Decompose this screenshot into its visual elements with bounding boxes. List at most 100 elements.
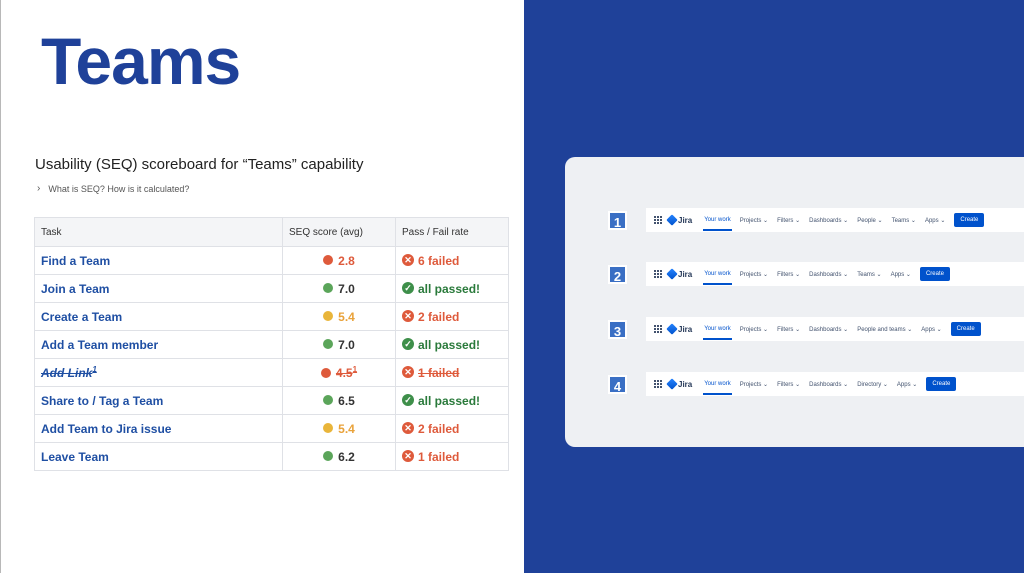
sad-face-icon	[320, 367, 331, 378]
nav-label: Projects	[739, 271, 762, 278]
nav-directory[interactable]: Directory ⌄	[857, 381, 888, 388]
create-button[interactable]: Create	[919, 267, 950, 281]
chevron-right-icon: ›	[37, 183, 41, 194]
nav-apps[interactable]: Apps ⌄	[896, 381, 918, 388]
nav-your-work[interactable]: Your work	[703, 217, 733, 231]
create-button[interactable]: Create	[950, 322, 981, 336]
pass-fail-text: all passed!	[418, 337, 481, 352]
seq-score: 6.2	[338, 449, 355, 464]
happy-face-icon	[323, 395, 334, 406]
pass-check-icon: ✓	[402, 338, 414, 351]
nav-label: Filters	[777, 326, 794, 333]
nav-projects[interactable]: Projects ⌄	[739, 381, 769, 388]
nav-people-and-teams[interactable]: People and teams ⌄	[857, 326, 913, 333]
variant-number: 1	[608, 210, 627, 230]
nav-teams[interactable]: Teams ⌄	[891, 217, 916, 224]
nav-dashboards[interactable]: Dashboards ⌄	[809, 326, 849, 333]
nav-teams[interactable]: Teams ⌄	[857, 271, 882, 278]
nav-label: Directory	[857, 381, 882, 388]
nav-label: Projects	[739, 381, 762, 388]
pass-fail-cell: ✕ 2 failed	[395, 302, 509, 331]
nav-filters[interactable]: Filters ⌄	[777, 217, 801, 224]
create-button[interactable]: Create	[954, 213, 985, 227]
pass-fail-cell: ✕ 1 failed	[395, 442, 509, 471]
pass-fail-text: all passed!	[418, 393, 481, 408]
nav-filters[interactable]: Filters ⌄	[777, 326, 801, 333]
app-switcher-icon[interactable]	[654, 216, 662, 224]
nav-label: Projects	[739, 326, 762, 333]
seq-score-cell: 7.0	[282, 274, 396, 303]
seq-score-cell: 5.4	[282, 414, 396, 443]
table-header-row: Task SEQ score (avg) Pass / Fail rate	[34, 217, 509, 247]
seq-score: 7.0	[338, 337, 355, 352]
jira-logo[interactable]: Jira	[666, 268, 692, 280]
nav-apps[interactable]: Apps ⌄	[890, 271, 911, 278]
jira-mark-icon	[666, 214, 678, 226]
task-cell: Leave Team	[34, 442, 283, 471]
pass-fail-cell: ✓ all passed!	[395, 274, 509, 303]
nav-projects[interactable]: Projects ⌄	[739, 217, 769, 224]
nav-people[interactable]: People ⌄	[857, 217, 883, 224]
seq-score: 4.5	[335, 366, 353, 380]
create-button[interactable]: Create	[926, 377, 957, 391]
task-cell: Find a Team	[34, 246, 283, 275]
table-row: Add a Team member 7.0 ✓ all passed!	[34, 330, 509, 359]
nav-label: Apps	[921, 326, 935, 333]
nav-label: People and teams	[857, 326, 906, 333]
pass-fail-cell: ✕ 1 failed	[395, 358, 509, 387]
nav-dashboards[interactable]: Dashboards ⌄	[809, 271, 849, 278]
jira-logo[interactable]: Jira	[666, 378, 693, 390]
nav-your-work[interactable]: Your work	[703, 271, 733, 285]
neutral-face-icon	[323, 311, 334, 322]
app-switcher-icon[interactable]	[654, 270, 662, 278]
pass-fail-cell: ✕ 2 failed	[395, 414, 509, 443]
nav-label: Dashboards	[809, 271, 842, 278]
variant-2-marker: 2	[608, 263, 627, 285]
nav-dashboards[interactable]: Dashboards ⌄	[809, 217, 849, 224]
nav-label: Teams	[891, 217, 910, 224]
nav-projects[interactable]: Projects ⌄	[739, 326, 769, 333]
scoreboard-table: Task SEQ score (avg) Pass / Fail rate Fi…	[34, 217, 509, 471]
jira-logo[interactable]: Jira	[666, 214, 692, 226]
nav-apps[interactable]: Apps ⌄	[924, 217, 946, 224]
nav-label: Apps	[890, 271, 905, 278]
nav-projects[interactable]: Projects ⌄	[739, 271, 769, 278]
pass-fail-text: 2 failed	[418, 309, 460, 324]
sad-face-icon	[323, 255, 334, 266]
nav-filters[interactable]: Filters ⌄	[777, 381, 801, 388]
happy-face-icon	[323, 339, 334, 350]
nav-your-work[interactable]: Your work	[703, 326, 733, 340]
app-switcher-icon[interactable]	[654, 380, 662, 388]
fail-x-icon: ✕	[402, 310, 414, 323]
task-cell: Add a Team member	[34, 330, 283, 359]
variant-number: 2	[608, 264, 627, 284]
jira-mark-icon	[666, 323, 678, 335]
task-name: Add Link	[41, 366, 93, 380]
jira-logo-text: Jira	[678, 324, 693, 334]
seq-score-cell: 4.51	[282, 358, 396, 387]
app-switcher-icon[interactable]	[654, 325, 662, 333]
task-cell: Add Team to Jira issue	[34, 414, 283, 443]
jira-mark-icon	[666, 378, 678, 390]
table-row: Leave Team 6.2 ✕ 1 failed	[34, 442, 509, 471]
nav-dashboards[interactable]: Dashboards ⌄	[809, 381, 849, 388]
nav-your-work[interactable]: Your work	[703, 381, 733, 395]
variant-number: 3	[608, 319, 627, 339]
seq-expander-label: What is SEQ? How is it calculated?	[48, 183, 190, 194]
seq-score-cell: 5.4	[282, 302, 396, 331]
pass-fail-text: all passed!	[418, 281, 481, 296]
variant-4-marker: 4	[608, 373, 627, 395]
jira-logo-text: Jira	[678, 379, 693, 389]
nav-label: Dashboards	[809, 326, 842, 333]
col-header-task: Task	[34, 217, 283, 247]
jira-logo[interactable]: Jira	[666, 323, 693, 335]
nav-label: Apps	[896, 381, 911, 388]
seq-expander[interactable]: › What is SEQ? How is it calculated?	[37, 183, 189, 194]
fail-x-icon: ✕	[402, 422, 414, 435]
seq-score-cell: 6.2	[282, 442, 396, 471]
task-cell: Share to / Tag a Team	[34, 386, 283, 415]
nav-apps[interactable]: Apps ⌄	[921, 326, 942, 333]
pass-fail-text: 1 failed	[418, 365, 460, 380]
nav-label: Dashboards	[809, 217, 842, 224]
nav-filters[interactable]: Filters ⌄	[777, 271, 801, 278]
